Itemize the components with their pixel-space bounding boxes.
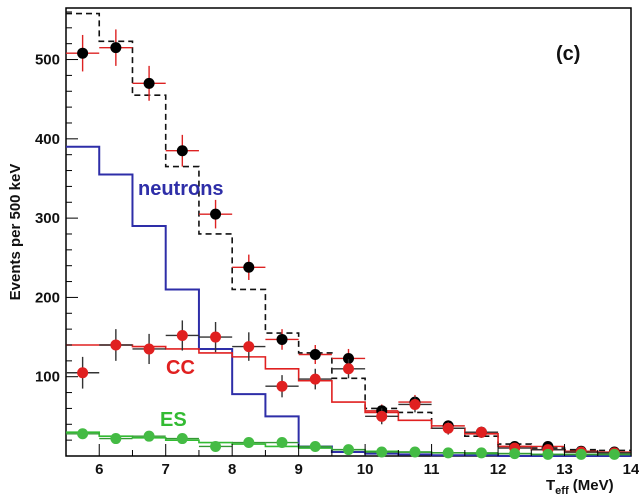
- x-tick-label: 11: [424, 461, 440, 478]
- data-point: [409, 398, 421, 410]
- y-tick-label: 100: [35, 369, 60, 386]
- panel-label: (c): [556, 43, 580, 65]
- data-point: [210, 331, 222, 343]
- data-point: [176, 329, 188, 341]
- data-point: [176, 145, 188, 157]
- data-point: [343, 444, 354, 456]
- x-tick-label: 10: [357, 461, 374, 478]
- x-tick-label: 8: [228, 461, 236, 478]
- data-point: [343, 352, 354, 364]
- series-total-data: [66, 29, 631, 458]
- y-tick-label: 400: [35, 131, 60, 148]
- x-axis-title-main: T: [546, 477, 555, 494]
- x-tick-label: 7: [162, 461, 170, 478]
- x-tick-label: 13: [556, 461, 573, 478]
- y-tick-label: 300: [35, 210, 60, 227]
- axes: 6 7 8 9 10 11 12 13 14 100 200 300 400 500: [35, 11, 639, 478]
- data-point: [210, 208, 222, 220]
- data-point: [110, 433, 122, 445]
- data-point: [343, 363, 354, 375]
- data-point: [276, 333, 288, 345]
- y-axis-title: Events per 500 keV: [7, 164, 24, 301]
- data-point: [176, 433, 188, 445]
- data-point: [276, 437, 288, 449]
- data-points: [66, 29, 631, 460]
- data-point: [475, 447, 487, 459]
- data-point: [542, 448, 554, 460]
- data-point: [243, 341, 255, 353]
- data-point: [143, 343, 155, 355]
- data-point: [309, 373, 321, 385]
- data-point: [243, 437, 255, 449]
- series-label-neutrons: neutrons: [138, 178, 224, 200]
- data-point: [442, 447, 454, 459]
- data-point: [210, 440, 222, 452]
- x-tick-label: 12: [490, 461, 507, 478]
- x-axis-title-unit: (MeV): [569, 477, 614, 494]
- data-point: [575, 448, 587, 460]
- data-point: [409, 446, 421, 458]
- data-point: [309, 440, 321, 452]
- data-point: [376, 446, 388, 458]
- data-point: [77, 367, 89, 379]
- y-tick-label: 200: [35, 289, 60, 306]
- data-point: [309, 349, 321, 361]
- y-tick-label: 500: [35, 52, 60, 69]
- plot-frame: [65, 7, 632, 457]
- data-point: [608, 448, 620, 460]
- x-tick-label: 6: [95, 461, 103, 478]
- data-point: [77, 47, 89, 59]
- data-point: [442, 422, 454, 434]
- data-point: [77, 428, 89, 440]
- data-point: [276, 380, 288, 392]
- data-point: [110, 339, 122, 351]
- x-axis-title: Teff (MeV): [546, 477, 614, 497]
- series-label-cc: CC: [166, 357, 195, 379]
- data-point: [509, 448, 521, 460]
- x-axis-title-sub: eff: [555, 485, 569, 497]
- data-point: [143, 77, 155, 89]
- series-ES-data: [66, 428, 631, 460]
- x-tick-label: 9: [294, 461, 302, 478]
- data-point: [143, 430, 155, 442]
- data-point: [110, 42, 122, 54]
- x-tick-label: 14: [623, 461, 639, 478]
- data-point: [376, 410, 388, 422]
- data-point: [475, 426, 487, 438]
- series-label-es: ES: [160, 409, 187, 431]
- data-point: [243, 261, 255, 273]
